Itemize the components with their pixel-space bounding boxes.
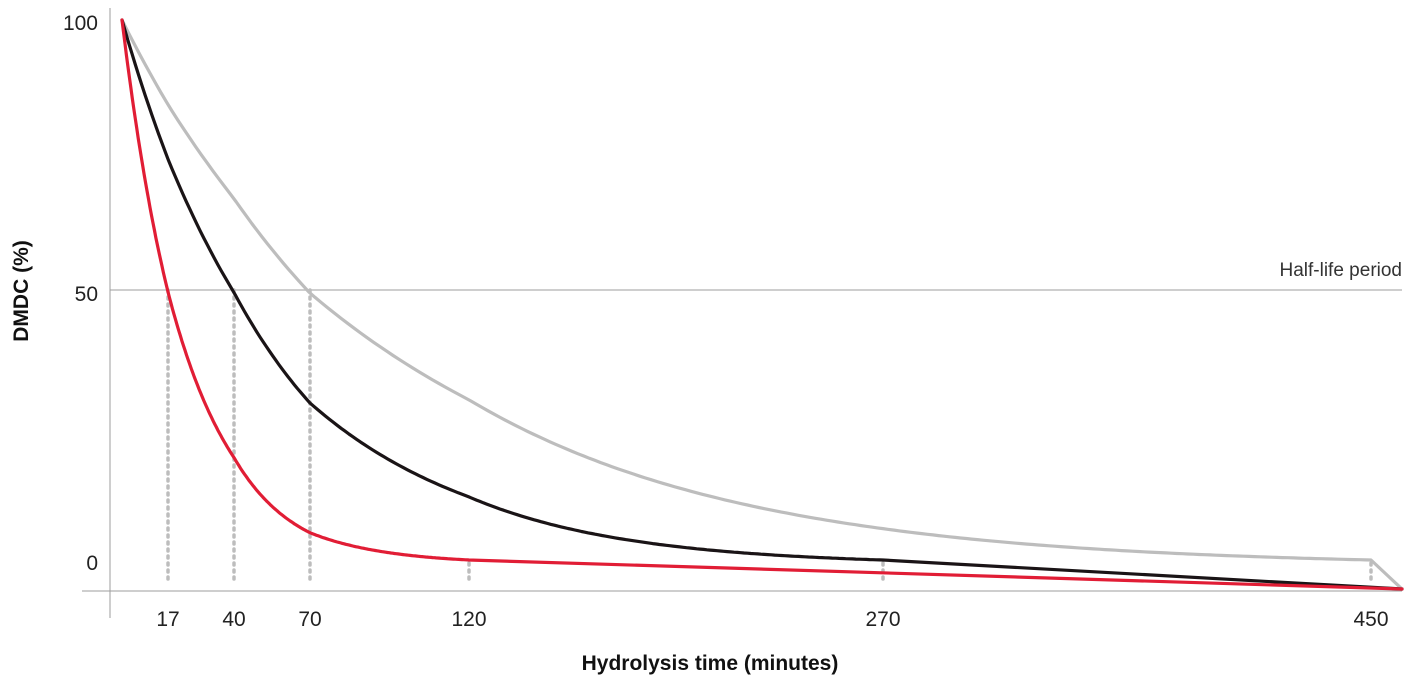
x-tick-label-450: 450 (1353, 608, 1388, 631)
x-tick-labels: 17 40 70 120 270 450 (156, 608, 1388, 631)
x-tick-label-40: 40 (222, 608, 245, 631)
dotted-marker-layer (166, 288, 1373, 584)
y-tick-label-50: 50 (75, 283, 98, 306)
y-axis-title: DMDC (%) (10, 240, 33, 341)
y-tick-label-100: 100 (63, 12, 98, 35)
y-tick-label-0: 0 (86, 552, 98, 575)
series-line-2 (120, 18, 1404, 591)
series-layer (120, 18, 1404, 591)
series-line-1 (120, 18, 1404, 591)
y-tick-labels: 0 50 100 (63, 12, 98, 575)
x-tick-label-120: 120 (451, 608, 486, 631)
half-life-label: Half-life period (1280, 260, 1403, 281)
x-tick-label-17: 17 (156, 608, 179, 631)
x-tick-label-70: 70 (298, 608, 321, 631)
series-line-3 (120, 18, 1404, 591)
x-axis-title: Hydrolysis time (minutes) (582, 652, 839, 675)
x-tick-label-270: 270 (865, 608, 900, 631)
